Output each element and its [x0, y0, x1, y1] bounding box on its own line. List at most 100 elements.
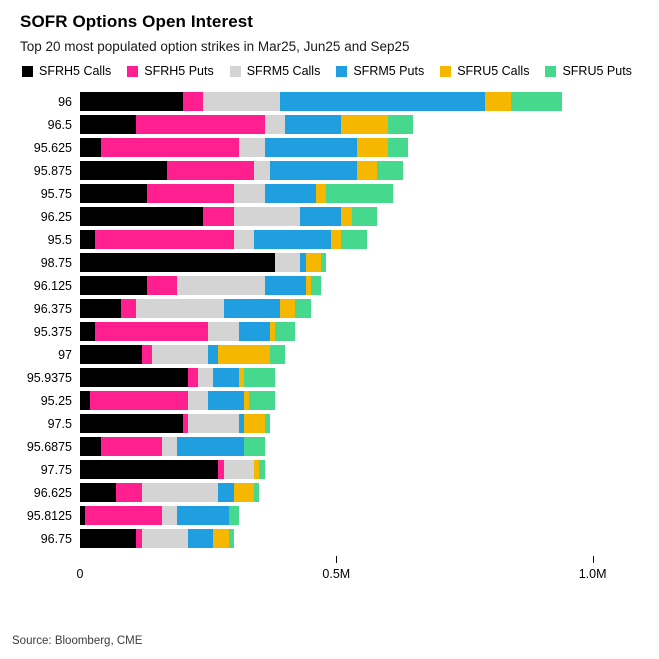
legend-swatch-icon [127, 65, 139, 77]
bar-row: 96.75 [12, 527, 649, 550]
strike-label: 95.625 [33, 140, 72, 155]
legend-swatch-icon [336, 65, 348, 77]
bar-segment-sfrm5-calls [264, 115, 286, 134]
bar-segment-sfrh5-calls [80, 368, 188, 387]
legend-item-sfrm5-puts: SFRM5 Puts [336, 64, 424, 78]
bar-segment-sfrm5-calls [151, 345, 209, 364]
bar-segment-sfrm5-puts [285, 115, 342, 134]
bar-segment-sfrm5-calls [233, 230, 255, 249]
bar-segment-sfrh5-puts [100, 437, 162, 456]
bar-segment-sfru5-calls [269, 322, 275, 341]
bar-segment-sfrh5-calls [80, 483, 116, 502]
bar-segment-sfrm5-calls [203, 92, 280, 111]
strike-label: 97.5 [47, 416, 72, 431]
bar-segment-sfrh5-calls [80, 345, 142, 364]
bar-row: 96 [12, 90, 649, 113]
bar-track [80, 230, 649, 249]
legend-item-sfrm5-calls: SFRM5 Calls [229, 64, 321, 78]
bar-row: 96.25 [12, 205, 649, 228]
bar-row: 96.125 [12, 274, 649, 297]
bar-segment-sfrm5-calls [187, 391, 209, 410]
bar-segment-sfrm5-puts [264, 184, 316, 203]
bar-segment-sfrh5-calls [80, 253, 275, 272]
strike-label: 96.5 [47, 117, 72, 132]
bar-track [80, 299, 649, 318]
bar-track [80, 345, 649, 364]
bar-segment-sfrm5-puts [223, 299, 280, 318]
bar-row: 95.9375 [12, 366, 649, 389]
bar-row: 97.75 [12, 458, 649, 481]
legend-label: SFRU5 Puts [562, 64, 632, 78]
axis-tick-label: 1.0M [578, 567, 607, 581]
bar-segment-sfrh5-calls [80, 115, 137, 134]
strike-label: 95.9375 [26, 370, 72, 385]
strike-label: 95.5 [47, 232, 72, 247]
bar-segment-sfrh5-calls [80, 529, 137, 548]
bar-segment-sfrm5-calls [208, 322, 239, 341]
strike-label: 98.75 [40, 255, 72, 270]
bar-segment-sfrm5-calls [223, 460, 255, 479]
bar-segment-sfrh5-calls [80, 322, 96, 341]
axis-tick [336, 556, 338, 563]
bar-segment-sfrh5-puts [203, 207, 234, 226]
bar-segment-sfru5-calls [279, 299, 296, 318]
bar-segment-sfrm5-puts [208, 345, 219, 364]
legend-swatch-icon [440, 65, 452, 77]
bar-track [80, 253, 649, 272]
bar-row: 96.375 [12, 297, 649, 320]
bar-row: 95.875 [12, 159, 649, 182]
bar-segment-sfru5-calls [244, 414, 265, 433]
legend-label: SFRM5 Calls [246, 64, 321, 78]
bar-segment-sfru5-calls [315, 184, 327, 203]
bar-segment-sfru5-puts [387, 138, 409, 157]
bar-track [80, 161, 649, 180]
bar-segment-sfrm5-puts [213, 368, 239, 387]
bar-segment-sfrh5-calls [80, 138, 101, 157]
bar-segment-sfru5-calls [484, 92, 511, 111]
bar-segment-sfru5-puts [244, 368, 275, 387]
bar-segment-sfrm5-calls [141, 529, 188, 548]
bar-segment-sfru5-puts [351, 207, 378, 226]
bar-segment-sfrh5-puts [218, 460, 224, 479]
legend-item-sfru5-calls: SFRU5 Calls [440, 64, 529, 78]
bar-segment-sfru5-puts [244, 437, 265, 456]
bar-segment-sfrm5-calls [177, 276, 265, 295]
bar-segment-sfrh5-puts [115, 483, 142, 502]
bar-segment-sfrh5-puts [95, 230, 234, 249]
legend-label: SFRU5 Calls [457, 64, 530, 78]
strike-label: 96.75 [40, 531, 72, 546]
bar-segment-sfrh5-puts [141, 345, 152, 364]
legend: SFRH5 Calls SFRH5 Puts SFRM5 Calls SFRM5 Pu… [12, 60, 642, 86]
bar-segment-sfrh5-calls [80, 506, 86, 525]
bar-segment-sfru5-puts [274, 322, 296, 341]
bar-segment-sfru5-calls [331, 230, 342, 249]
bar-segment-sfrh5-puts [182, 92, 204, 111]
bar-segment-sfrh5-puts [167, 161, 255, 180]
bar-segment-sfrh5-puts [187, 368, 198, 387]
bar-track [80, 92, 649, 111]
bar-segment-sfrh5-puts [182, 414, 188, 433]
axis-tick [592, 556, 594, 563]
bar-segment-sfru5-calls [305, 253, 321, 272]
bar-segment-sfrm5-puts [279, 92, 485, 111]
bar-track [80, 437, 649, 456]
bar-segment-sfru5-puts [228, 529, 234, 548]
bar-track [80, 207, 649, 226]
bar-segment-sfrm5-calls [233, 184, 265, 203]
axis-tick-label: 0 [76, 567, 84, 581]
bar-track [80, 115, 649, 134]
bar-segment-sfru5-puts [320, 253, 327, 272]
x-axis: 0 0.5M 1.0M [76, 554, 649, 588]
bar-segment-sfru5-puts [326, 184, 393, 203]
bar-track [80, 506, 649, 525]
bar-segment-sfrh5-calls [80, 184, 147, 203]
bar-segment-sfrm5-calls [274, 253, 301, 272]
bar-segment-sfrm5-calls [162, 437, 178, 456]
bar-segment-sfrm5-calls [162, 506, 178, 525]
bar-segment-sfrh5-calls [80, 391, 91, 410]
bar-row: 95.375 [12, 320, 649, 343]
bar-segment-sfrm5-puts [269, 161, 357, 180]
strike-label: 95.875 [33, 163, 72, 178]
bar-row: 96.625 [12, 481, 649, 504]
